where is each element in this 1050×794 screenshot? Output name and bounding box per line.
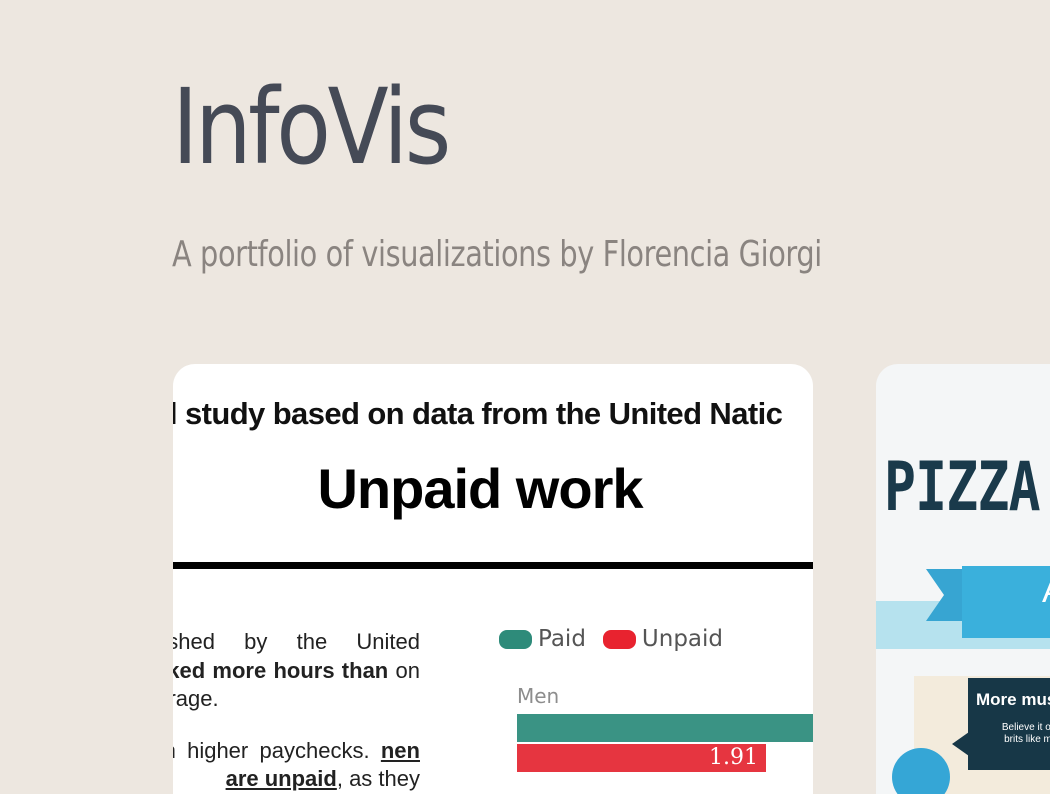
- bar-paid-men: [517, 714, 813, 742]
- body-line-2: vorked more hours than: [173, 657, 389, 683]
- body-line-4: ıean higher paychecks.: [173, 737, 370, 763]
- legend-swatch-paid: [499, 629, 532, 649]
- body-line-5-tail: , as they: [336, 766, 420, 791]
- site-subtitle: A portfolio of visualizations by Florenc…: [172, 234, 822, 275]
- speech-box: [968, 678, 1050, 770]
- bar-unpaid-value: 1.91: [709, 745, 758, 770]
- pizza-title: PIZZA: [884, 448, 1041, 527]
- speech-box-text-line-2: brits like m: [1004, 734, 1050, 745]
- paragraph-1: ublished by the United vorked more hours…: [173, 628, 420, 714]
- ribbon-text: A: [1042, 572, 1050, 611]
- chart-legend: Paid Unpaid: [499, 626, 740, 652]
- portfolio-card-unpaid-work[interactable]: l study based on data from the United Na…: [173, 364, 813, 794]
- paragraph-2: ıean higher paychecks. nen are unpaid, a…: [173, 737, 420, 794]
- speech-box-pointer: [952, 732, 969, 756]
- card-banner-text: l study based on data from the United Na…: [173, 396, 783, 431]
- headline-divider: [173, 562, 813, 569]
- body-line-1: ublished by the United: [173, 629, 420, 654]
- card-body-text: ublished by the United vorked more hours…: [173, 628, 420, 794]
- speech-box-text-line-1: Believe it or: [1001, 722, 1050, 733]
- bar-category-label: Men: [517, 684, 560, 708]
- legend-label-paid: Paid: [538, 626, 586, 652]
- site-title: InfoVis: [172, 66, 451, 188]
- ribbon-banner: [962, 566, 1050, 638]
- card-headline: Unpaid work: [317, 457, 643, 520]
- speech-box-title: More mus: [976, 690, 1050, 709]
- body-line-3: on average.: [173, 657, 420, 712]
- portfolio-card-pizza[interactable]: PIZZA A More mus Believe it or brits lik…: [876, 364, 1050, 794]
- legend-label-unpaid: Unpaid: [641, 626, 724, 652]
- bar-unpaid-men: 1.91: [517, 744, 766, 772]
- speech-box-text: Believe it or brits like m: [978, 722, 1050, 746]
- legend-swatch-unpaid: [602, 629, 636, 649]
